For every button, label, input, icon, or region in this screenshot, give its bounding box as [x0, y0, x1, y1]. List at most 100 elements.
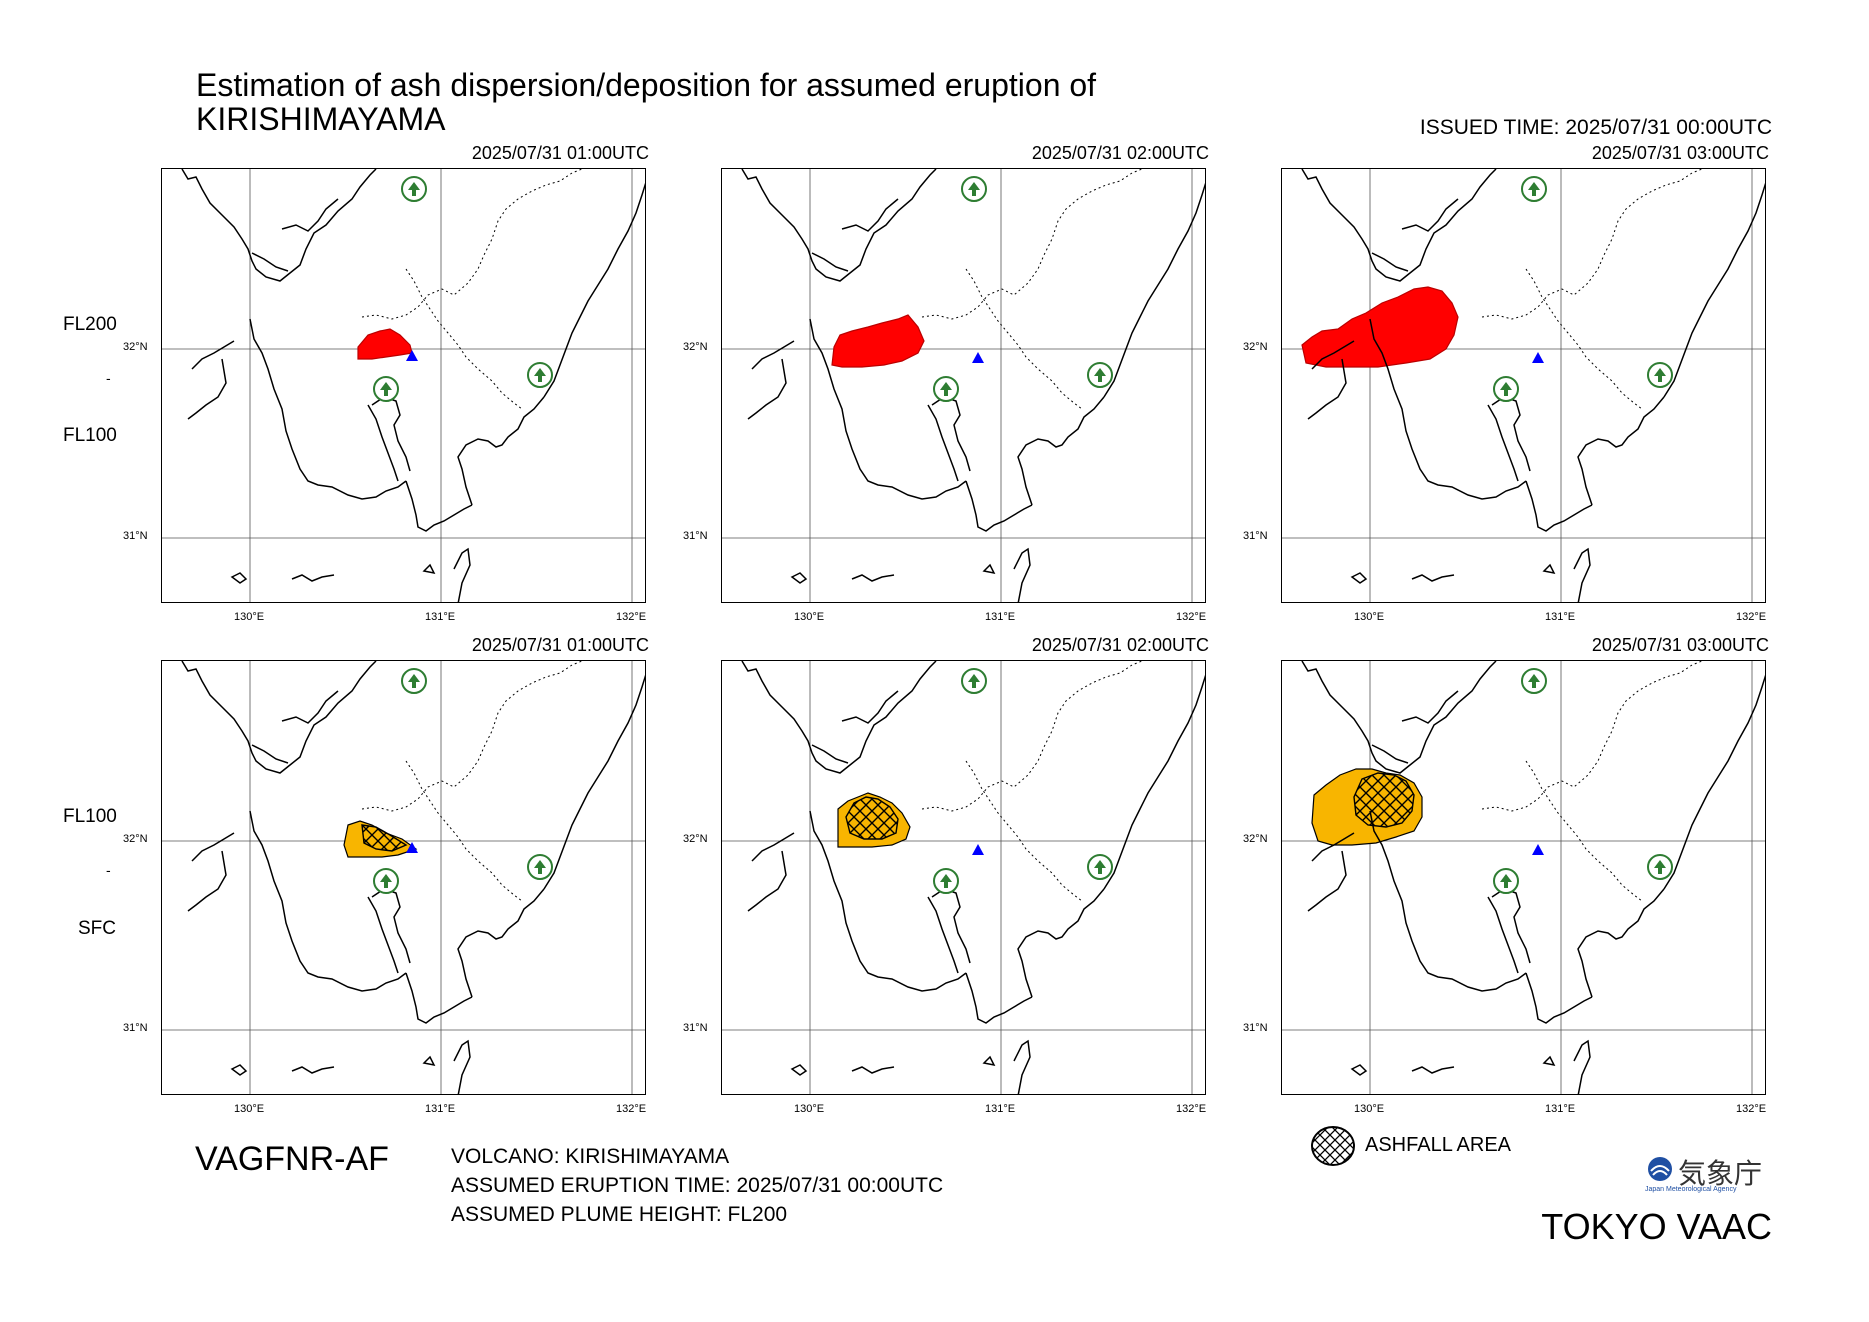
level-top-r1: FL200	[63, 314, 117, 335]
graticule	[162, 169, 645, 602]
airport-icon	[527, 362, 553, 388]
panel-time-r2c1: 2025/07/31 01:00UTC	[471, 635, 649, 655]
prefecture-border	[921, 661, 1143, 902]
airport-icon	[961, 176, 987, 202]
map-title-line2: KIRISHIMAYAMA	[196, 101, 446, 137]
volcano-triangle-icon	[972, 844, 984, 855]
airport-icon	[1647, 854, 1673, 880]
airport-icon	[527, 854, 553, 880]
lat-tick-label: 31°N	[1243, 1022, 1268, 1034]
ash-cloud-upper	[831, 314, 925, 368]
ashfall-area	[361, 824, 408, 852]
ashfall-area	[845, 796, 899, 840]
lon-tick-label: 131°E	[985, 1103, 1016, 1115]
lat-tick-label: 32°N	[1243, 341, 1268, 353]
lon-tick-label: 131°E	[425, 611, 456, 623]
graticule	[1282, 169, 1765, 602]
lat-tick-label: 31°N	[1243, 530, 1268, 542]
map-panel-r2c2	[721, 660, 1206, 1095]
lat-tick-label: 32°N	[123, 833, 148, 845]
volcano-triangle-icon	[406, 350, 418, 361]
ashfall-area	[1353, 772, 1415, 828]
volcano-triangle-icon	[1532, 352, 1544, 363]
airport-icon	[373, 868, 399, 894]
coastline	[741, 169, 1205, 602]
lon-tick-label: 130°E	[794, 1103, 825, 1115]
map-panel-r1c1	[161, 168, 646, 603]
prefecture-border	[921, 169, 1143, 410]
map-canvas	[722, 169, 1205, 602]
level-sep-r2: -	[106, 862, 111, 878]
map-title-line1: Estimation of ash dispersion/deposition …	[196, 67, 1097, 103]
volcano-triangle-icon	[406, 842, 418, 853]
lat-tick-label: 32°N	[123, 341, 148, 353]
lon-tick-label: 131°E	[985, 611, 1016, 623]
volcano-triangle-icon	[972, 352, 984, 363]
ash-cloud-upper	[357, 328, 413, 360]
lat-tick-label: 31°N	[123, 530, 148, 542]
coastline	[1301, 169, 1765, 602]
airport-icon	[1493, 868, 1519, 894]
panel-time-r1c3: 2025/07/31 03:00UTC	[1591, 143, 1769, 163]
panel-time-r1c2: 2025/07/31 02:00UTC	[1031, 143, 1209, 163]
lat-tick-label: 32°N	[1243, 833, 1268, 845]
lon-tick-label: 131°E	[1545, 611, 1576, 623]
airport-icon	[961, 668, 987, 694]
map-panel-r1c3	[1281, 168, 1766, 603]
panel-time-r2c3: 2025/07/31 03:00UTC	[1591, 635, 1769, 655]
lon-tick-label: 131°E	[1545, 1103, 1576, 1115]
lat-tick-label: 31°N	[683, 1022, 708, 1034]
airport-icon	[933, 868, 959, 894]
lon-tick-label: 132°E	[1176, 1103, 1207, 1115]
map-canvas	[162, 661, 645, 1094]
lon-tick-label: 130°E	[234, 1103, 265, 1115]
map-canvas	[722, 661, 1205, 1094]
panel-time-r1c1: 2025/07/31 01:00UTC	[471, 143, 649, 163]
lon-tick-label: 130°E	[1354, 1103, 1385, 1115]
lon-tick-label: 132°E	[616, 1103, 647, 1115]
map-panel-r2c1	[161, 660, 646, 1095]
lon-tick-label: 130°E	[1354, 611, 1385, 623]
airport-icon	[1647, 362, 1673, 388]
map-canvas	[1282, 661, 1765, 1094]
prefecture-border	[361, 661, 583, 902]
airport-icon	[401, 668, 427, 694]
level-bottom-r1: FL100	[63, 425, 117, 446]
map-canvas	[1282, 169, 1765, 602]
lat-tick-label: 31°N	[123, 1022, 148, 1034]
panel-time-r2c2: 2025/07/31 02:00UTC	[1031, 635, 1209, 655]
airport-icon	[1087, 854, 1113, 880]
lon-tick-label: 132°E	[616, 611, 647, 623]
level-top-r2: FL100	[63, 806, 117, 827]
lon-tick-label: 130°E	[794, 611, 825, 623]
product-code: VAGFNR-AF	[195, 1140, 389, 1178]
airport-icon	[1521, 176, 1547, 202]
coastline	[181, 661, 645, 1094]
ashfall-hatch-icon	[1311, 1126, 1355, 1166]
lon-tick-label: 130°E	[234, 611, 265, 623]
level-sep-r1: -	[106, 370, 111, 386]
lat-tick-label: 32°N	[683, 341, 708, 353]
volcano-triangle-icon	[1532, 844, 1544, 855]
info-plume-height: ASSUMED PLUME HEIGHT: FL200	[451, 1203, 788, 1226]
lon-tick-label: 131°E	[425, 1103, 456, 1115]
lat-tick-label: 31°N	[683, 530, 708, 542]
airport-icon	[1521, 668, 1547, 694]
airport-icon	[933, 376, 959, 402]
agency-name-jp: 気象庁	[1678, 1158, 1763, 1189]
graticule	[722, 169, 1205, 602]
info-eruption-time: ASSUMED ERUPTION TIME: 2025/07/31 00:00U…	[451, 1174, 944, 1197]
tokyo-vaac: TOKYO VAAC	[1541, 1206, 1772, 1247]
graticule	[722, 661, 1205, 1094]
lon-tick-label: 132°E	[1176, 611, 1207, 623]
prefecture-border	[1481, 661, 1703, 902]
airport-icon	[401, 176, 427, 202]
jma-logo-icon	[1648, 1157, 1672, 1181]
ashfall-legend-label: ASHFALL AREA	[1365, 1134, 1511, 1156]
graticule	[162, 661, 645, 1094]
agency-name-en: Japan Meteorological Agency	[1645, 1186, 1737, 1193]
coastline	[1301, 661, 1765, 1094]
airport-icon	[1493, 376, 1519, 402]
info-volcano: VOLCANO: KIRISHIMAYAMA	[451, 1145, 730, 1168]
lon-tick-label: 132°E	[1736, 611, 1767, 623]
